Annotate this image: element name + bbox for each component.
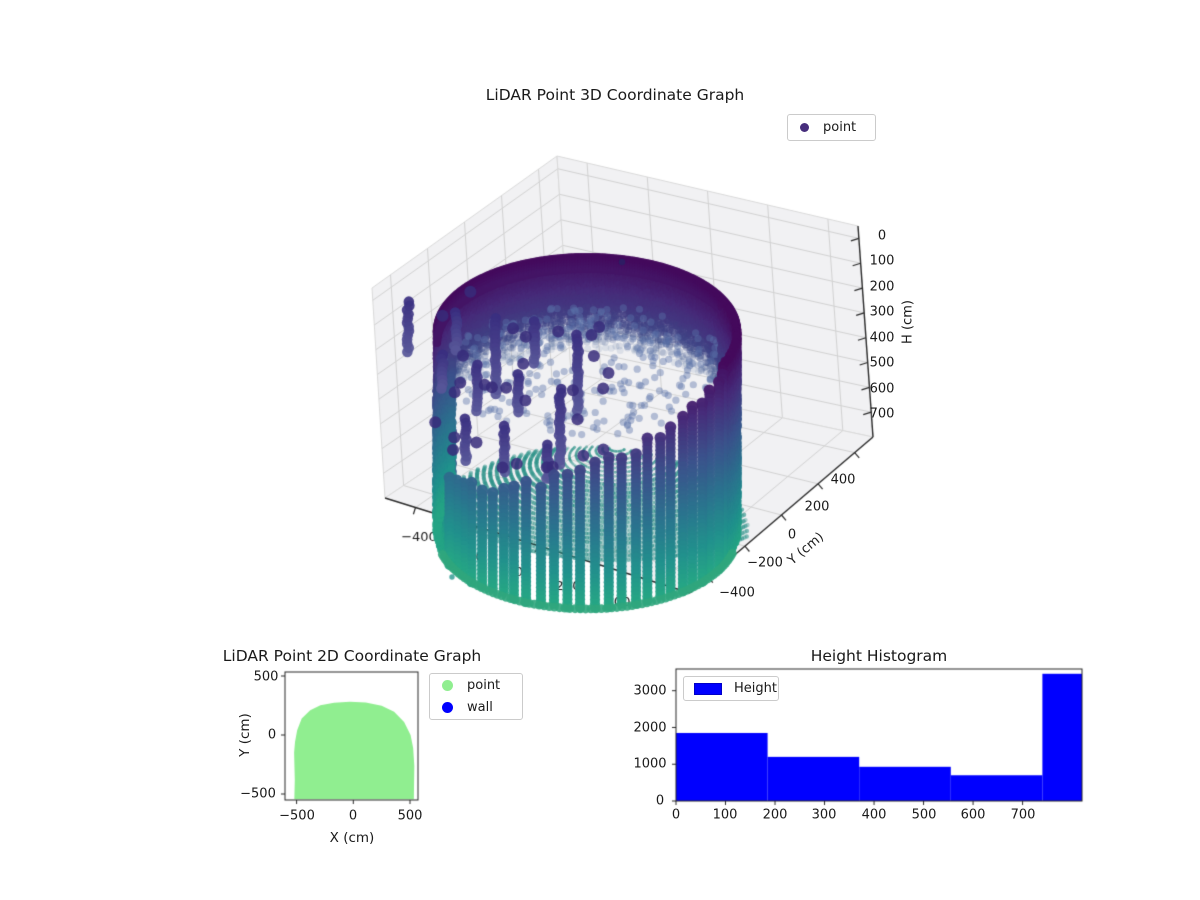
- legend-item-point: point: [430, 674, 522, 696]
- tick-label: 100: [712, 807, 738, 823]
- tick-label: 200: [804, 499, 830, 515]
- legend-label: point: [467, 677, 501, 693]
- h-axis-label: H (cm): [900, 300, 916, 344]
- tick-label: 500: [869, 355, 895, 371]
- tick-label: 300: [811, 807, 837, 823]
- tick-label: 700: [869, 406, 895, 422]
- height-patch-icon: [694, 682, 722, 695]
- tick-label: 400: [830, 472, 856, 488]
- plot2d-title: LiDAR Point 2D Coordinate Graph: [222, 647, 482, 665]
- legend-label: point: [823, 120, 857, 135]
- hist-legend[interactable]: Height: [683, 676, 779, 701]
- tick-label: 600: [869, 381, 895, 397]
- tick-label: 500: [253, 669, 279, 685]
- tick-label: −200: [747, 555, 783, 571]
- tick-label: 500: [397, 808, 423, 824]
- tick-label: −500: [240, 786, 276, 802]
- plot2d-x-label: X (cm): [329, 830, 375, 846]
- point-marker-icon: [442, 679, 453, 691]
- tick-label: −500: [279, 808, 315, 824]
- hist-title: Height Histogram: [810, 647, 948, 665]
- tick-label: 0: [267, 727, 277, 743]
- tick-label: 1000: [633, 756, 667, 772]
- point-marker-icon: [800, 123, 809, 132]
- wall-marker-icon: [442, 701, 453, 713]
- tick-label: 200: [869, 279, 895, 295]
- tick-label: −400: [719, 585, 755, 601]
- tick-label: 600: [960, 807, 986, 823]
- tick-label: 400: [861, 807, 887, 823]
- tick-label: 700: [1010, 807, 1036, 823]
- plot2d-legend[interactable]: point wall: [429, 673, 523, 720]
- plot3d-legend[interactable]: point: [787, 114, 876, 141]
- tick-label: 0: [671, 807, 681, 823]
- tick-label: 2000: [633, 720, 667, 736]
- tick-label: 200: [762, 807, 788, 823]
- tick-label: 400: [869, 330, 895, 346]
- plot2d-y-label: Y (cm): [237, 713, 253, 757]
- tick-label: 300: [869, 304, 895, 320]
- tick-label: 0: [877, 228, 887, 244]
- tick-label: 100: [869, 253, 895, 269]
- legend-item-wall: wall: [430, 696, 522, 718]
- legend-item-point: point: [788, 115, 875, 140]
- tick-label: 500: [911, 807, 937, 823]
- legend-label: wall: [467, 699, 493, 715]
- tick-label: 3000: [633, 683, 667, 699]
- tick-label: 0: [348, 808, 358, 824]
- tick-label: 0: [655, 793, 665, 809]
- tick-label: 0: [787, 527, 797, 543]
- legend-label: Height: [734, 681, 777, 696]
- legend-item-height: Height: [684, 677, 778, 700]
- plot3d-title: LiDAR Point 3D Coordinate Graph: [485, 86, 745, 104]
